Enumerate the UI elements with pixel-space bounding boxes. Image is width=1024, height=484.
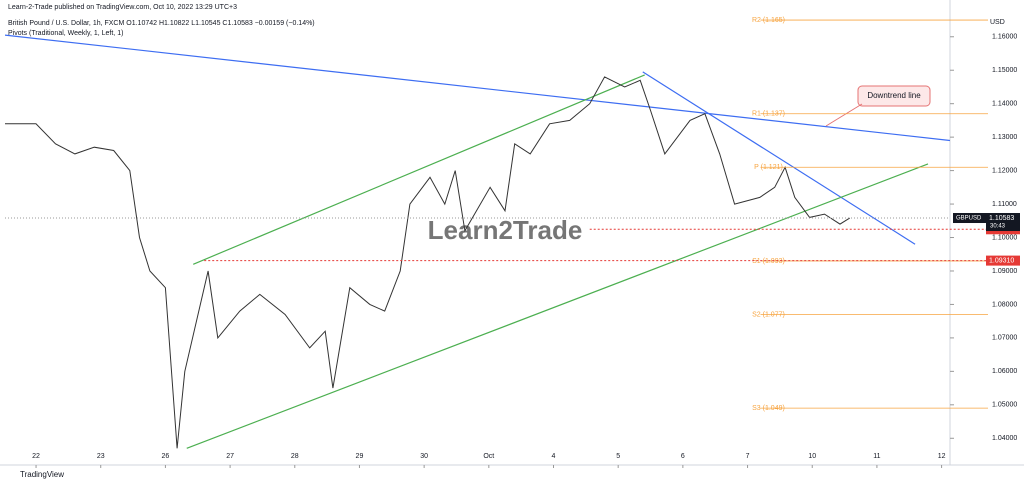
y-tick-label: 1.12000	[992, 167, 1017, 174]
x-tick-label: 5	[616, 453, 620, 460]
symbol-tag	[953, 213, 986, 224]
x-tick-label: 30	[420, 453, 428, 460]
trendline	[5, 34, 950, 142]
indicator: Pivots (Traditional, Weekly, 1, Left, 1)	[8, 30, 123, 37]
x-tick-label: 10	[808, 453, 816, 460]
footer: TradingView	[20, 470, 64, 479]
level-tag	[986, 255, 1020, 266]
x-tick-label: 7	[746, 453, 750, 460]
y-tick-label: 1.04000	[992, 435, 1017, 442]
y-tick-label: 1.13000	[992, 134, 1017, 141]
pivot-label: R2 (1.165)	[752, 17, 785, 24]
y-tick-label: 1.05000	[992, 402, 1017, 409]
x-tick-label: 29	[356, 453, 364, 460]
y-tick-label: 1.10000	[992, 234, 1017, 241]
annotation-pointer	[825, 103, 863, 127]
y-tick-label: 1.16000	[992, 34, 1017, 41]
x-tick-label: 23	[97, 453, 105, 460]
y-tick-label: 1.11000	[992, 201, 1017, 208]
symbol-label: GBPUSD	[956, 216, 982, 222]
x-tick-label: 27	[226, 453, 234, 460]
trendline	[642, 71, 916, 245]
countdown: 30:43	[990, 224, 1006, 230]
symbol-line: British Pound / U.S. Dollar, 1h, FXCM O1…	[8, 20, 315, 27]
annotation-text: Downtrend line	[867, 91, 921, 100]
price-line	[5, 76, 850, 449]
trendline	[186, 163, 929, 449]
y-tick-label: 1.06000	[992, 368, 1017, 375]
x-tick-label: 22	[32, 453, 40, 460]
pivot-label: R1 (1.137)	[752, 111, 785, 118]
currency: USD	[990, 19, 1005, 26]
publisher: Learn-2-Trade published on TradingView.c…	[8, 4, 237, 11]
pivot-label: S1 (1.093)	[752, 258, 785, 265]
plot	[5, 34, 950, 449]
x-tick-label: Oct	[483, 453, 494, 460]
y-tick-label: 1.08000	[992, 301, 1017, 308]
x-tick-label: 6	[681, 453, 685, 460]
x-tick-label: 26	[162, 453, 170, 460]
y-tick-label: 1.07000	[992, 335, 1017, 342]
x-tick-label: 12	[938, 453, 946, 460]
y-tick-label: 1.14000	[992, 101, 1017, 108]
trendline	[192, 74, 645, 265]
y-tick-label: 1.09000	[992, 268, 1017, 275]
level-label: 1.09310	[989, 257, 1014, 264]
annotation-box	[857, 85, 931, 107]
x-tick-label: 28	[291, 453, 299, 460]
pivot-label: S3 (1.049)	[752, 405, 785, 412]
watermark: Learn2Trade	[428, 215, 583, 245]
annotation: Downtrend line	[825, 85, 931, 127]
price-tag	[986, 213, 1020, 232]
price-label: 1.10583	[989, 215, 1014, 222]
y-tick-label: 1.15000	[992, 67, 1017, 74]
pivot-label: S2 (1.077)	[752, 311, 785, 318]
x-tick-label: 11	[873, 453, 880, 460]
pivot-label: P (1.121)	[754, 164, 783, 171]
x-tick-label: 4	[552, 453, 556, 460]
